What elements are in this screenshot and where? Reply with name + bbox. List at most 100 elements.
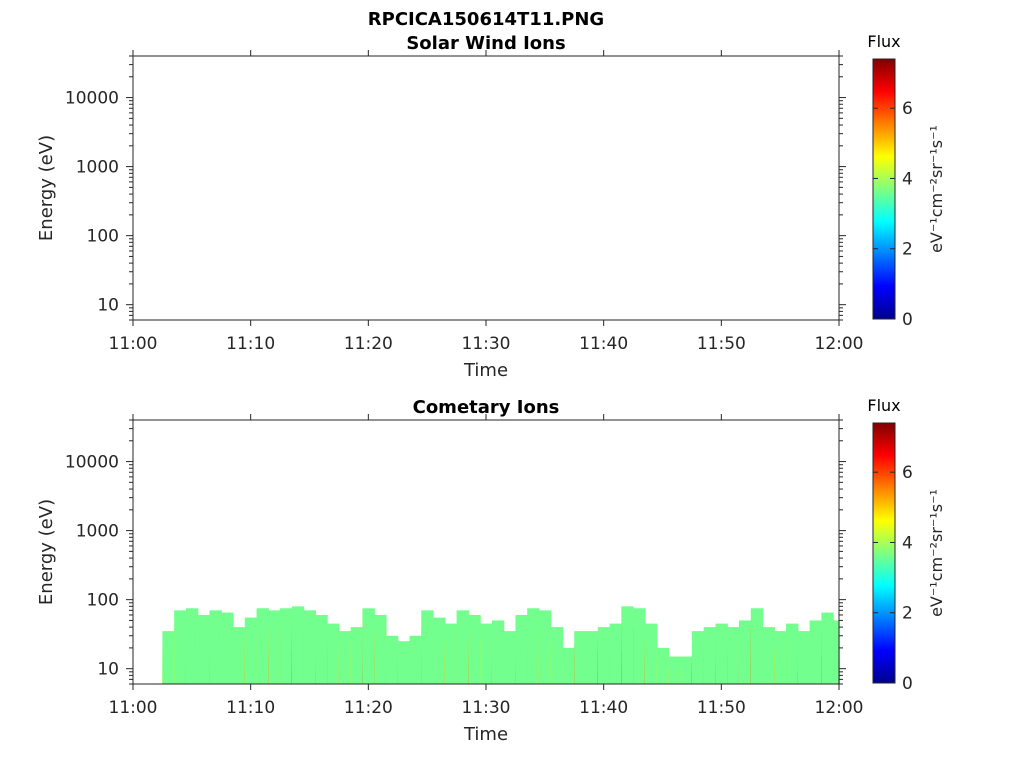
x-tick-label: 11:50 <box>697 334 746 354</box>
flux-cell <box>703 627 717 684</box>
flux-cell <box>762 627 775 684</box>
colorbar-label: eV⁻¹cm⁻²sr⁻¹s⁻¹ <box>927 489 946 617</box>
colorbar <box>872 58 896 320</box>
heatmap-segment <box>550 627 564 684</box>
heatmap-segment <box>703 627 717 684</box>
y-tick-label: 10000 <box>65 453 119 473</box>
heatmap-segment <box>174 610 187 684</box>
heatmap-segment <box>362 608 375 684</box>
figure-title: RPCICA150614T11.PNG <box>368 9 604 30</box>
heatmap-segment <box>515 614 528 684</box>
flux-cell <box>433 617 446 684</box>
flux-cell <box>350 627 364 684</box>
colorbar-tick-label: 2 <box>902 240 913 260</box>
heatmap-segment <box>327 623 340 684</box>
heatmap-segment <box>197 614 211 684</box>
flux-cell <box>750 608 764 684</box>
flux-cell <box>362 608 375 684</box>
flux-cell <box>185 608 199 684</box>
y-tick-label: 100 <box>87 227 119 247</box>
y-tick-label: 1000 <box>76 158 119 178</box>
flux-cell <box>491 620 505 684</box>
flux-cell <box>515 614 528 684</box>
heatmap-segment <box>527 608 540 684</box>
heatmap-segment <box>727 627 740 684</box>
flux-cell <box>327 623 340 684</box>
flux-cell <box>609 623 622 684</box>
heatmap-segment <box>738 620 752 684</box>
y-tick-label: 10 <box>97 660 119 680</box>
heatmap-segment <box>609 623 622 684</box>
flux-cell <box>691 631 705 684</box>
flux-cell <box>797 631 811 684</box>
heatmap-segment <box>633 608 646 684</box>
heatmap-segment <box>162 631 175 684</box>
heatmap-segment <box>786 623 799 684</box>
flux-cell <box>680 656 693 684</box>
heatmap-area <box>162 606 840 684</box>
heatmap-segment <box>374 614 387 684</box>
flux-cell <box>162 631 175 684</box>
heatmap-segment <box>562 647 575 684</box>
x-tick-label: 11:00 <box>109 334 158 354</box>
heatmap-segment <box>385 635 399 684</box>
heatmap-segment <box>821 612 834 684</box>
colorbar-tick-label: 0 <box>902 310 913 330</box>
colorbar-title: Flux <box>867 396 900 415</box>
heatmap-segment <box>668 656 681 684</box>
y-axis-label: Energy (eV) <box>36 499 57 605</box>
flux-cell <box>774 631 787 684</box>
flux-cell <box>527 608 540 684</box>
heatmap-segment <box>280 608 293 684</box>
heatmap-segment <box>433 617 446 684</box>
heatmap-segment <box>315 614 328 684</box>
flux-cell <box>291 606 305 684</box>
flux-cell <box>656 647 669 684</box>
x-tick-label: 11:50 <box>697 698 746 718</box>
x-tick-label: 12:00 <box>815 334 864 354</box>
colorbar-tick-label: 2 <box>902 604 913 624</box>
flux-cell <box>409 635 422 684</box>
heatmap-segment <box>244 617 258 684</box>
flux-cell <box>503 631 517 684</box>
heatmap-segment <box>338 631 352 684</box>
flux-cell <box>809 620 822 684</box>
flux-cell <box>538 610 552 684</box>
heatmap-segment <box>586 631 599 684</box>
heatmap-segment <box>574 631 587 684</box>
y-axis: 10 100 1000 10000 <box>65 55 846 321</box>
flux-cell <box>715 623 728 684</box>
x-tick-label: 11:20 <box>344 698 393 718</box>
heatmap-segment <box>444 623 458 684</box>
x-axis-label: Time <box>463 360 508 381</box>
heatmap-segment <box>762 627 775 684</box>
panel-title: Cometary Ions <box>413 397 560 418</box>
flux-cell <box>456 610 469 684</box>
heatmap-segment <box>491 620 505 684</box>
colorbar-tick-label: 6 <box>902 463 913 483</box>
heatmap-segment <box>597 627 611 684</box>
x-tick-label: 11:40 <box>579 334 628 354</box>
flux-cell <box>197 614 211 684</box>
x-axis: 11:00 11:10 11:20 11:30 11:40 11:50 12:00 <box>109 414 864 718</box>
colorbar-tick-label: 0 <box>902 674 913 694</box>
colorbar-ticks: 0 2 4 6 <box>873 463 913 694</box>
flux-cell <box>268 610 281 684</box>
flux-cell <box>468 614 481 684</box>
y-tick-label: 100 <box>87 591 119 611</box>
flux-cell <box>644 623 658 684</box>
heatmap-segment <box>256 608 269 684</box>
heatmap-segment <box>468 614 481 684</box>
heatmap-segment <box>221 612 234 684</box>
flux-cell <box>244 617 258 684</box>
flux-cell <box>480 623 493 684</box>
flux-cell <box>550 627 564 684</box>
y-tick-label: 10000 <box>65 89 119 109</box>
colorbar-tick-label: 4 <box>902 533 913 553</box>
heatmap-segment <box>209 610 222 684</box>
flux-cell <box>574 631 587 684</box>
y-axis-label: Energy (eV) <box>36 135 57 241</box>
flux-cell <box>385 635 399 684</box>
flux-cell <box>315 614 328 684</box>
flux-cell <box>256 608 269 684</box>
